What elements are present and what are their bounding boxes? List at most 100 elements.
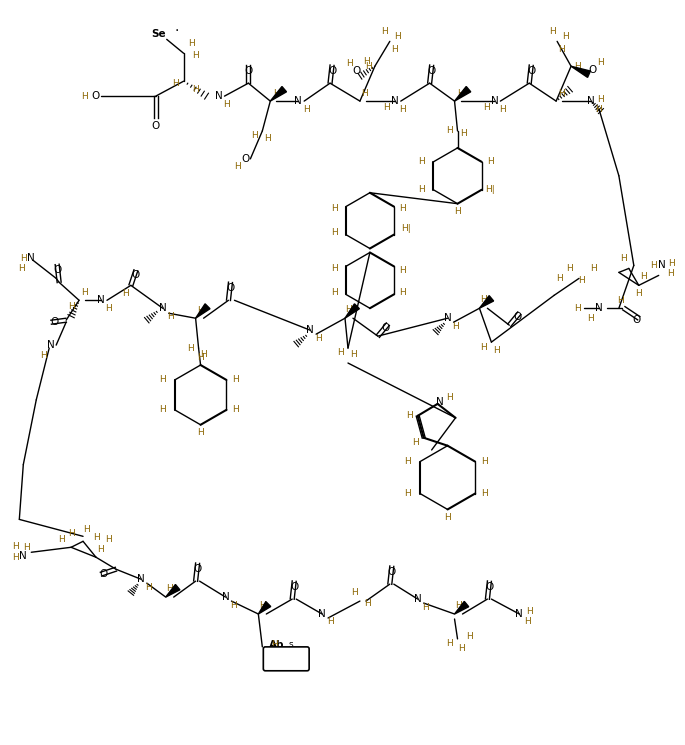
Text: O: O	[193, 564, 201, 574]
Text: H: H	[92, 533, 99, 542]
Text: H: H	[234, 162, 241, 171]
Text: H: H	[481, 489, 488, 498]
Text: H: H	[58, 535, 64, 544]
Text: N: N	[319, 609, 326, 619]
Text: N: N	[391, 96, 399, 106]
Text: H: H	[97, 545, 104, 554]
Text: H: H	[192, 85, 199, 94]
Text: H: H	[399, 204, 406, 213]
Polygon shape	[345, 304, 360, 318]
Text: H: H	[362, 89, 369, 98]
Text: N: N	[97, 295, 105, 305]
Text: H: H	[200, 349, 207, 358]
Text: H: H	[590, 264, 597, 273]
Text: O: O	[53, 265, 61, 276]
Text: N: N	[306, 325, 314, 335]
Text: H: H	[404, 489, 411, 498]
Text: H: H	[640, 272, 647, 281]
Text: H: H	[483, 103, 490, 112]
Text: H: H	[524, 618, 531, 627]
Text: H: H	[351, 349, 358, 358]
Text: N: N	[137, 574, 145, 584]
Text: N: N	[658, 261, 666, 270]
Text: N: N	[414, 594, 421, 604]
Text: O: O	[388, 567, 396, 577]
Text: O: O	[226, 283, 234, 294]
Text: N: N	[515, 609, 523, 619]
Polygon shape	[455, 601, 469, 614]
Text: H: H	[197, 352, 204, 361]
Text: H: H	[331, 228, 338, 237]
Text: H: H	[366, 62, 372, 71]
Text: N: N	[27, 253, 35, 264]
Text: H: H	[18, 264, 25, 273]
Text: H: H	[577, 276, 584, 285]
Text: O: O	[50, 317, 58, 327]
Text: H: H	[12, 553, 18, 562]
Text: H: H	[105, 535, 112, 544]
Text: H: H	[264, 134, 271, 144]
Text: N: N	[47, 340, 55, 350]
Text: H: H	[346, 305, 352, 314]
Text: H: H	[197, 305, 204, 314]
Text: O: O	[245, 66, 253, 76]
Text: H: H	[452, 322, 459, 331]
Text: N: N	[159, 303, 166, 313]
Text: H: H	[636, 289, 642, 298]
Text: H: H	[188, 39, 195, 48]
Text: H: H	[446, 127, 453, 136]
Text: H: H	[192, 51, 199, 60]
Text: H: H	[223, 100, 230, 109]
Polygon shape	[479, 296, 494, 308]
Text: H: H	[364, 57, 371, 66]
Text: H: H	[81, 288, 88, 297]
Text: H: H	[621, 254, 627, 263]
Polygon shape	[258, 602, 271, 614]
Text: H: H	[351, 588, 358, 597]
Text: O: O	[527, 66, 536, 76]
Text: H: H	[650, 261, 657, 270]
Text: H: H	[566, 264, 573, 273]
Text: H: H	[419, 157, 425, 166]
Text: H: H	[588, 314, 595, 323]
Text: H|: H|	[486, 186, 495, 194]
Text: H: H	[105, 304, 112, 313]
Text: H: H	[347, 59, 353, 68]
Text: N: N	[490, 96, 498, 106]
Text: H|: H|	[401, 224, 410, 233]
Text: H: H	[404, 457, 411, 466]
Text: H: H	[558, 89, 564, 98]
Text: H: H	[267, 647, 274, 656]
Text: N: N	[444, 313, 451, 323]
Text: O: O	[485, 582, 493, 592]
Polygon shape	[271, 86, 286, 101]
Text: H: H	[251, 131, 258, 141]
Text: H: H	[23, 543, 29, 552]
Text: H: H	[20, 254, 27, 263]
Text: H: H	[167, 311, 174, 321]
Polygon shape	[196, 304, 210, 318]
Text: H: H	[197, 428, 204, 437]
Text: H: H	[160, 405, 166, 414]
Text: H: H	[273, 89, 279, 98]
Text: H: H	[145, 583, 152, 592]
Text: H: H	[123, 289, 129, 298]
Text: O: O	[382, 323, 390, 333]
Text: O: O	[91, 91, 99, 101]
Text: O: O	[427, 66, 436, 76]
Text: O: O	[633, 315, 641, 326]
Text: H: H	[597, 58, 604, 67]
Text: H: H	[336, 348, 343, 357]
Text: H: H	[499, 104, 506, 113]
Text: H: H	[487, 157, 494, 166]
Text: O: O	[241, 154, 249, 164]
Text: ·: ·	[175, 25, 179, 39]
Text: H: H	[259, 600, 266, 609]
Text: H: H	[314, 334, 321, 343]
Text: H: H	[331, 264, 338, 273]
Text: H: H	[364, 598, 371, 608]
Text: N: N	[595, 303, 603, 313]
Text: N: N	[19, 551, 27, 561]
Text: H: H	[391, 45, 398, 54]
Text: H: H	[12, 542, 18, 551]
